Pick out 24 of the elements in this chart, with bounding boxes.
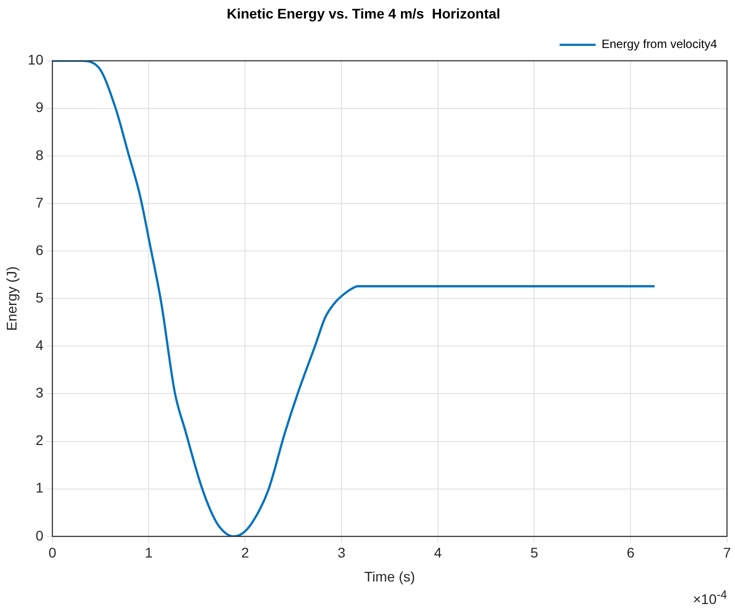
y-tick-label: 9	[36, 99, 44, 116]
chart-title: Kinetic Energy vs. Time 4 m/s Horizontal	[226, 5, 500, 22]
y-tick-label: 0	[36, 527, 44, 544]
x-tick-label: 4	[434, 544, 442, 561]
x-axis-title: Time (s)	[364, 568, 416, 584]
y-tick-label: 1	[36, 480, 44, 496]
y-tick-label: 3	[36, 384, 44, 401]
y-tick-label: 6	[36, 242, 44, 258]
x-tick-label: 0	[48, 544, 56, 561]
x-tick-label: 6	[626, 544, 635, 561]
y-axis-title: Energy (J)	[3, 266, 20, 331]
legend-label: Energy from velocity4	[602, 37, 718, 52]
y-tick-label: 10	[28, 52, 44, 68]
x-tick-label: 1	[144, 544, 153, 561]
y-tick-label: 5	[36, 289, 44, 306]
y-tick-label: 7	[36, 194, 44, 210]
x-tick-label: 3	[338, 544, 346, 561]
x-tick-label: 7	[723, 544, 732, 561]
y-tick-label: 2	[36, 432, 44, 448]
x-tick-label: 5	[530, 544, 538, 561]
y-tick-label: 8	[36, 146, 44, 163]
text: ×10$^{-4}$	[692, 588, 727, 607]
y-tick-label: 4	[36, 337, 44, 354]
x-tick-label: 2	[241, 544, 250, 561]
